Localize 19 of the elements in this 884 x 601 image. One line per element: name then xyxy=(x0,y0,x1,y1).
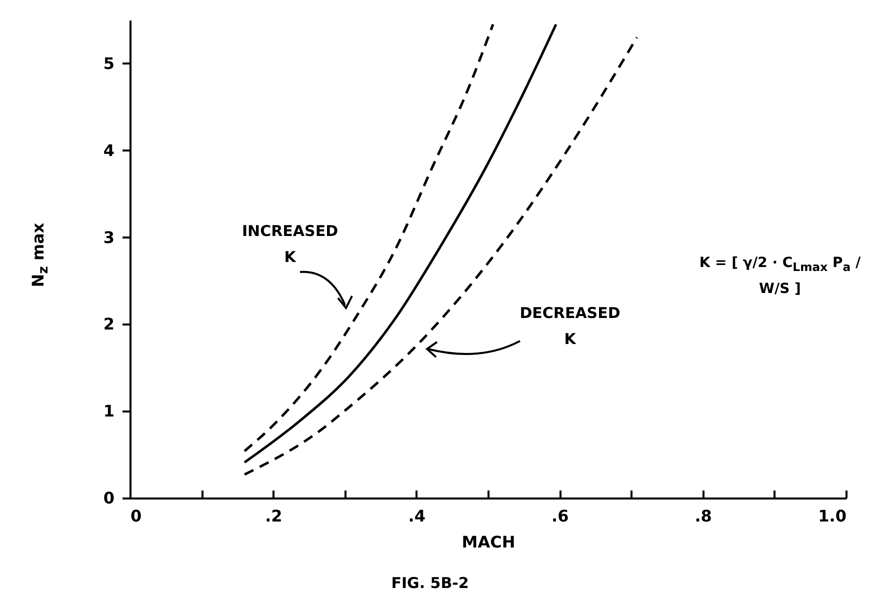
text: K = [ γ/2 · C$_{Lmax}$ P$_{a}$ / W/S ] xyxy=(699,255,861,297)
y-tick-label: 0 xyxy=(103,488,114,508)
x-tick-label: .4 xyxy=(408,506,426,526)
x-tick-label: 0 xyxy=(130,506,142,526)
y-tick-label: 3 xyxy=(103,228,114,247)
x-axis-title: MACH xyxy=(462,532,516,552)
y-tick-label: 5 xyxy=(103,54,114,73)
annotation: INCREASED K xyxy=(242,221,338,268)
x-tick-label: .2 xyxy=(265,506,282,526)
caption: FIG. 5B-2 xyxy=(391,573,469,594)
x-tick-label: .8 xyxy=(694,506,712,526)
x-tick-label: .6 xyxy=(551,506,569,526)
annotation: DECREASED K xyxy=(520,303,620,350)
y-tick-label: 2 xyxy=(103,314,114,334)
y-tick-label: 4 xyxy=(103,140,114,160)
line-series xyxy=(243,36,638,476)
x-tick-label: 1.0 xyxy=(818,506,846,526)
y-tick-label: 1 xyxy=(103,402,114,421)
line-series xyxy=(243,23,494,452)
